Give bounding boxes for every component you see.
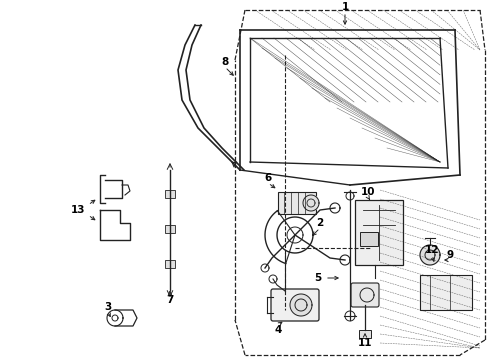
Bar (165, 190, 175, 198)
Text: 8: 8 (221, 57, 229, 67)
Bar (360, 232, 378, 246)
Text: 7: 7 (166, 295, 173, 305)
Text: 1: 1 (342, 2, 348, 12)
Bar (165, 260, 175, 268)
Text: 2: 2 (317, 218, 323, 228)
Bar (278, 192, 316, 214)
Polygon shape (420, 245, 440, 265)
Text: 12: 12 (425, 245, 439, 255)
Text: 11: 11 (358, 338, 372, 348)
Text: 13: 13 (71, 205, 85, 215)
Bar (355, 200, 403, 265)
Polygon shape (303, 195, 319, 211)
Text: 5: 5 (315, 273, 321, 283)
Bar (420, 275, 472, 310)
Bar (359, 330, 371, 338)
FancyBboxPatch shape (351, 283, 379, 307)
Text: 4: 4 (274, 325, 282, 335)
Bar (165, 225, 175, 233)
FancyBboxPatch shape (271, 289, 319, 321)
Text: 3: 3 (104, 302, 112, 312)
Polygon shape (290, 294, 312, 316)
Text: 6: 6 (265, 173, 271, 183)
Text: 10: 10 (361, 187, 375, 197)
Text: 9: 9 (446, 250, 454, 260)
